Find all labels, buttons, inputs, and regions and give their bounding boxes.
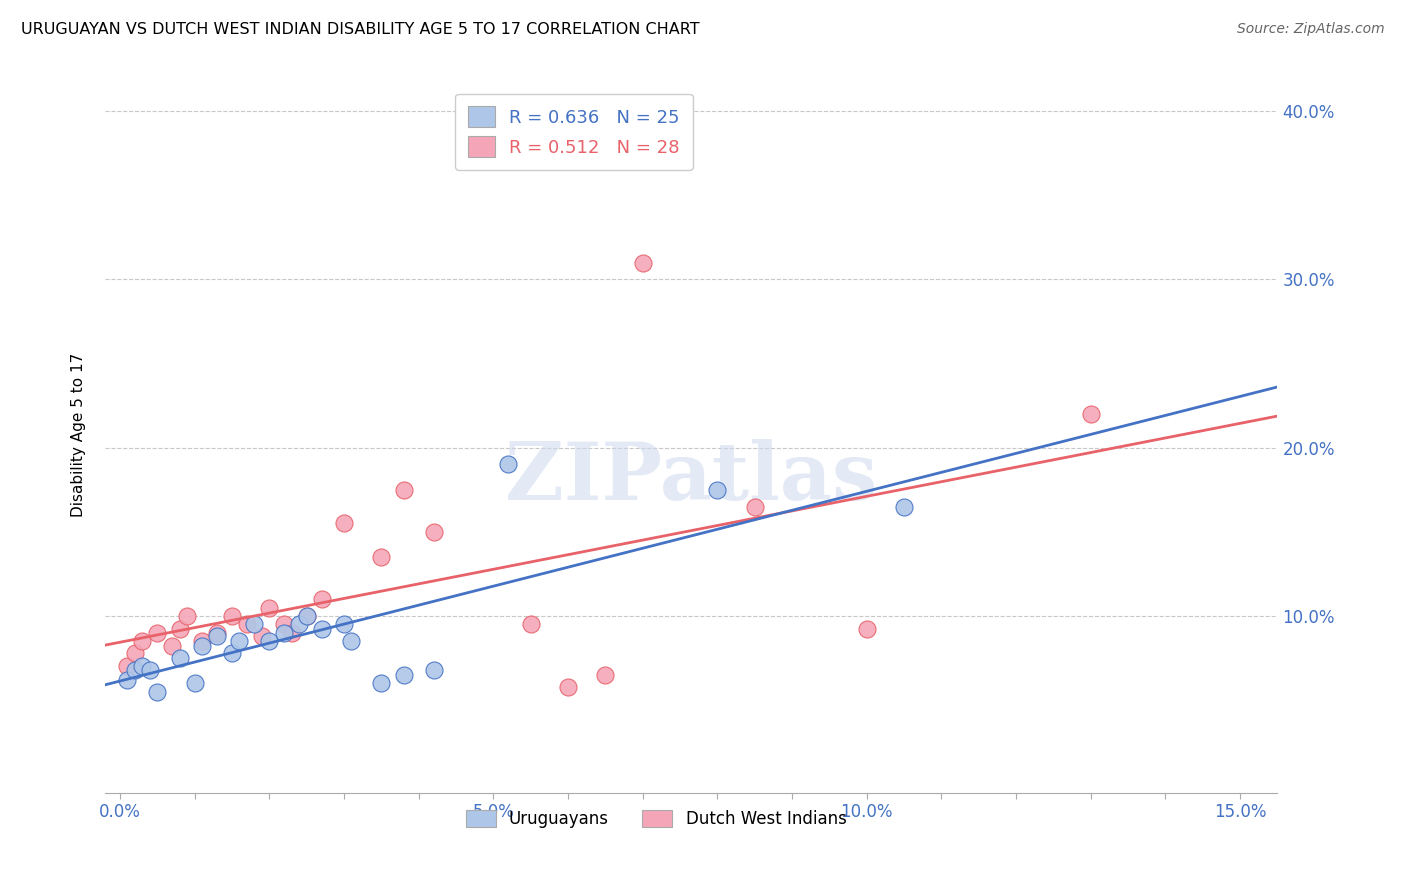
Point [183,676,205,690]
Point [392,483,415,497]
Point [311,592,333,607]
Point [146,684,169,698]
Point [131,659,153,673]
Point [295,609,318,624]
Point [519,617,541,632]
Point [221,609,243,624]
Point [370,550,392,565]
Point [169,623,191,637]
Point [392,668,415,682]
Point [191,634,214,648]
Point [124,663,146,677]
Point [893,500,915,514]
Point [273,617,295,632]
Point [273,625,295,640]
Point [243,617,266,632]
Point [160,639,183,653]
Point [496,458,519,472]
Point [124,646,146,660]
Legend: Uruguayans, Dutch West Indians: Uruguayans, Dutch West Indians [458,803,853,834]
Point [1080,407,1102,421]
Point [117,659,139,673]
Point [169,651,191,665]
Point [855,623,877,637]
Point [340,634,363,648]
Point [744,500,766,514]
Point [333,617,356,632]
Point [370,676,392,690]
Point [205,629,228,643]
Point [250,629,273,643]
Text: ZIPatlas: ZIPatlas [505,439,877,517]
Point [288,617,311,632]
Point [146,625,169,640]
Point [295,609,318,624]
Point [191,639,214,653]
Point [311,623,333,637]
Point [221,646,243,660]
Point [131,634,153,648]
Point [595,668,617,682]
Point [259,600,281,615]
Y-axis label: Disability Age 5 to 17: Disability Age 5 to 17 [72,353,86,517]
Point [280,625,302,640]
Point [139,663,162,677]
Point [631,255,654,269]
Point [422,663,444,677]
Point [706,483,728,497]
Point [333,516,356,531]
Point [117,673,139,687]
Text: URUGUAYAN VS DUTCH WEST INDIAN DISABILITY AGE 5 TO 17 CORRELATION CHART: URUGUAYAN VS DUTCH WEST INDIAN DISABILIT… [21,22,700,37]
Point [236,617,259,632]
Point [228,634,250,648]
Point [205,625,228,640]
Point [557,680,579,694]
Text: Source: ZipAtlas.com: Source: ZipAtlas.com [1237,22,1385,37]
Point [259,634,281,648]
Point [422,524,444,539]
Point [176,609,198,624]
